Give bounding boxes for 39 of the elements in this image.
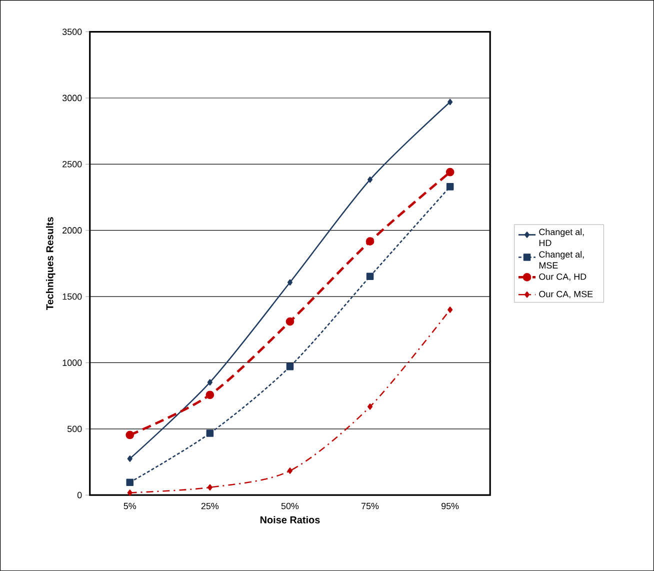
point [126, 478, 134, 486]
point [286, 317, 294, 326]
x-tick-label: 95% [442, 502, 459, 510]
legend-label: Our CA, MSE [539, 290, 593, 298]
x-axis-title: Noise Ratios [260, 516, 320, 524]
point [207, 379, 212, 386]
point [368, 404, 373, 410]
point [286, 362, 294, 370]
y-tick-label: 3500 [62, 28, 82, 36]
y-tick-label: 500 [67, 426, 82, 432]
x-tick-label: 50% [281, 502, 299, 510]
point [448, 98, 453, 106]
y-tick-label: 1000 [62, 360, 82, 366]
legend-label: Changet al, MSE [539, 251, 584, 269]
legend-label: Our CA, HD [539, 274, 586, 281]
x-tick-label: 25% [201, 502, 219, 510]
point [366, 237, 374, 246]
point [207, 484, 212, 491]
y-axis-title: Techniques Results [46, 217, 56, 310]
point [366, 272, 374, 280]
point [127, 456, 132, 462]
legend-label: Changet al, HD [539, 228, 584, 246]
point [206, 390, 214, 400]
point [287, 468, 292, 474]
y-tick-label: 1500 [62, 293, 82, 300]
x-tick-label: 5% [124, 502, 136, 510]
point [287, 279, 292, 286]
point [126, 430, 134, 440]
point [448, 306, 453, 313]
point [446, 183, 454, 190]
y-tick-label: 0 [77, 492, 82, 498]
point [368, 176, 373, 183]
point [206, 430, 214, 437]
x-tick-label: 75% [362, 502, 379, 510]
point [127, 490, 132, 496]
y-tick-label: 2000 [62, 227, 82, 234]
y-tick-label: 2500 [62, 161, 82, 168]
y-tick-label: 3000 [62, 94, 82, 102]
point [446, 168, 454, 176]
